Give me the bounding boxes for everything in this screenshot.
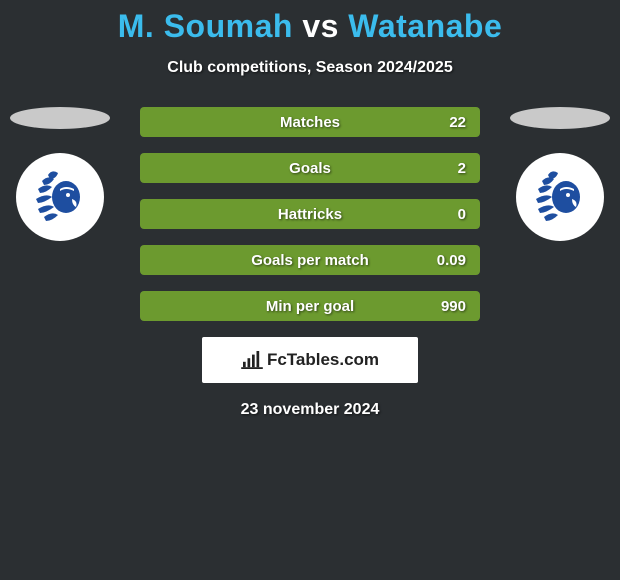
indian-head-icon xyxy=(28,165,92,229)
brand-rest: Tables.com xyxy=(287,350,379,369)
date-text: 23 november 2024 xyxy=(0,401,620,419)
indian-head-icon xyxy=(528,165,592,229)
stat-bar: Goals per match0.09 xyxy=(140,245,480,275)
brand-footer: FcTables.com xyxy=(202,337,418,383)
right-team-logo xyxy=(516,153,604,241)
vs-text: vs xyxy=(302,8,339,44)
left-team-logo xyxy=(16,153,104,241)
stat-value-right: 990 xyxy=(426,298,466,315)
comparison-content: Matches22 Goals2 Hattricks0 Goals per match… xyxy=(0,107,620,321)
player1-name: M. Soumah xyxy=(118,8,293,44)
stat-label: Matches xyxy=(194,114,426,131)
stat-label: Min per goal xyxy=(194,298,426,315)
left-player-badge xyxy=(10,107,110,241)
stat-bar: Goals2 xyxy=(140,153,480,183)
stat-bar: Hattricks0 xyxy=(140,199,480,229)
stats-bars: Matches22 Goals2 Hattricks0 Goals per match… xyxy=(140,107,480,321)
stat-value-right: 22 xyxy=(426,114,466,131)
stat-bar: Min per goal990 xyxy=(140,291,480,321)
stat-value-right: 2 xyxy=(426,160,466,177)
subtitle: Club competitions, Season 2024/2025 xyxy=(0,59,620,77)
bar-chart-icon xyxy=(241,351,263,369)
stat-label: Goals per match xyxy=(194,252,426,269)
stat-value-right: 0.09 xyxy=(426,252,466,269)
brand-prefix: Fc xyxy=(267,350,287,369)
stat-label: Hattricks xyxy=(194,206,426,223)
stat-bar: Matches22 xyxy=(140,107,480,137)
stat-value-right: 0 xyxy=(426,206,466,223)
player2-name: Watanabe xyxy=(348,8,502,44)
stat-label: Goals xyxy=(194,160,426,177)
right-player-badge xyxy=(510,107,610,241)
page-title: M. Soumah vs Watanabe xyxy=(0,0,620,45)
left-oval xyxy=(10,107,110,129)
brand-text: FcTables.com xyxy=(267,350,379,370)
right-oval xyxy=(510,107,610,129)
